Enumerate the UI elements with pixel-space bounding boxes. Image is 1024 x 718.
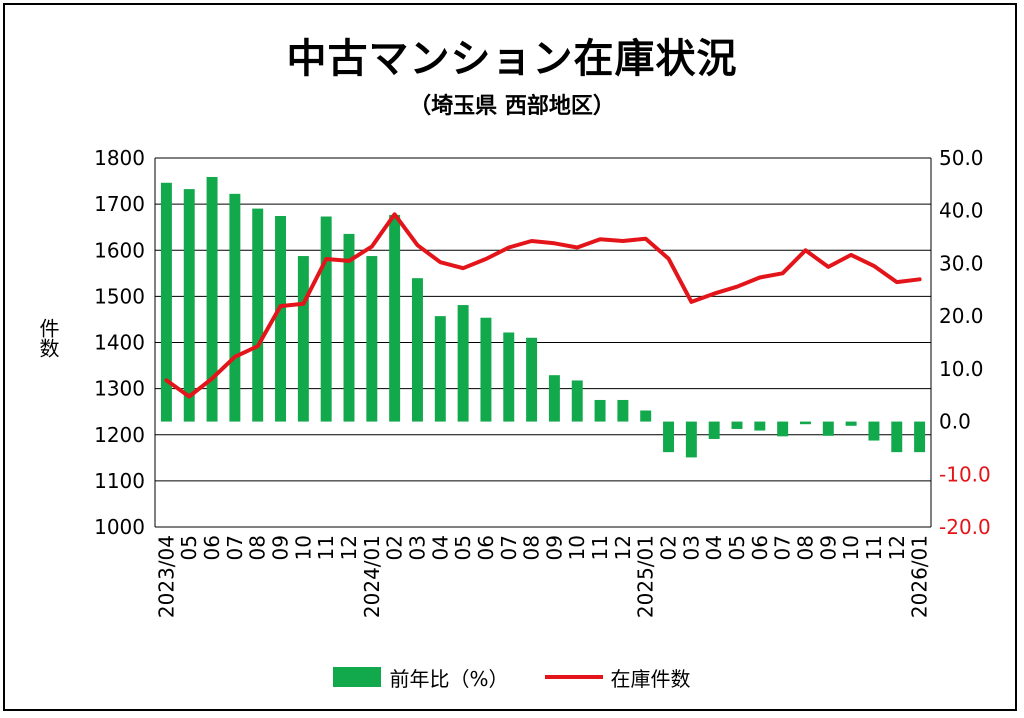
x-tick-label: 09: [269, 535, 293, 560]
x-tick-label: 07: [497, 535, 521, 560]
bar-yoy: [526, 337, 538, 422]
right-tick-label: 50.0: [939, 146, 984, 170]
bar-yoy: [685, 421, 697, 458]
x-tick-label: 05: [725, 535, 749, 560]
bar-yoy: [617, 399, 629, 422]
x-tick-label: 03: [679, 535, 703, 560]
x-tick-label: 04: [702, 535, 726, 560]
bar-yoy: [183, 189, 195, 422]
x-tick-label: 08: [246, 535, 270, 560]
x-tick-label: 10: [839, 535, 863, 560]
legend-label-inventory: 在庫件数: [610, 666, 691, 691]
bar-yoy: [503, 332, 515, 422]
x-tick-label: 04: [428, 535, 452, 560]
x-tick-label: 05: [451, 535, 475, 560]
left-tick-label: 1500: [94, 284, 145, 308]
left-tick-label: 1100: [94, 469, 145, 493]
bar-yoy: [663, 421, 675, 453]
x-tick-label: 2025/01: [634, 535, 658, 618]
x-tick-label: 05: [177, 535, 201, 560]
x-tick-label: 06: [200, 535, 224, 560]
right-tick-label: 0.0: [939, 410, 971, 434]
x-tick-label: 02: [383, 535, 407, 560]
x-tick-label: 11: [314, 535, 338, 560]
x-tick-label: 02: [657, 535, 681, 560]
x-tick-label: 2024/01: [360, 535, 384, 618]
legend-swatch-line: [544, 675, 603, 679]
bar-yoy: [434, 316, 446, 422]
x-tick-label: 11: [588, 535, 612, 560]
x-tick-label: 11: [862, 535, 886, 560]
x-tick-label: 09: [816, 535, 840, 560]
legend-swatch-bar: [333, 667, 382, 687]
x-tick-label: 10: [291, 535, 315, 560]
bar-yoy: [754, 421, 766, 431]
bar-yoy: [914, 421, 926, 453]
bar-yoy: [252, 208, 264, 422]
x-tick-label: 12: [611, 535, 635, 560]
bar-yoy: [160, 182, 172, 422]
bar-yoy: [389, 214, 401, 422]
x-tick-label: 12: [885, 535, 909, 560]
bar-yoy: [411, 278, 423, 422]
bar-yoy: [799, 421, 811, 425]
chart-subtitle: （埼玉県 西部地区）: [409, 94, 615, 119]
bar-yoy: [777, 421, 789, 437]
x-tick-label: 03: [405, 535, 429, 560]
bar-yoy: [845, 421, 857, 426]
bar-yoy: [731, 421, 743, 429]
x-tick-label: 12: [337, 535, 361, 560]
bar-yoy: [457, 305, 469, 422]
left-tick-label: 1000: [94, 515, 145, 539]
x-tick-label: 2023/04: [154, 535, 178, 618]
bar-yoy: [343, 233, 355, 422]
bar-yoy: [229, 193, 241, 422]
bar-yoy: [480, 317, 492, 422]
bar-yoy: [594, 399, 606, 422]
x-tick-label: 06: [474, 535, 498, 560]
chart-legend: 前年比（%） 在庫件数: [0, 662, 1024, 692]
x-tick-label: 07: [223, 535, 247, 560]
right-tick-label: -10.0: [939, 462, 991, 486]
line-inventory: [164, 212, 922, 399]
left-tick-label: 1800: [94, 146, 145, 170]
right-tick-label: 20.0: [939, 304, 984, 328]
legend-item-yoy: 前年比（%）: [333, 663, 509, 692]
left-tick-label: 1600: [94, 238, 145, 262]
bar-yoy: [822, 421, 834, 436]
bar-yoy: [320, 216, 332, 422]
bar-yoy: [548, 375, 560, 422]
bar-yoy: [571, 380, 583, 422]
right-tick-label: 30.0: [939, 251, 984, 275]
x-tick-label: 09: [542, 535, 566, 560]
right-tick-label: 40.0: [939, 199, 984, 223]
bar-yoy: [891, 421, 903, 453]
bar-yoy: [206, 176, 218, 422]
bar-yoy: [708, 421, 720, 439]
right-tick-label: 10.0: [939, 357, 984, 381]
left-axis-label: 件数: [36, 318, 60, 358]
x-tick-label: 06: [748, 535, 772, 560]
x-tick-label: 08: [793, 535, 817, 560]
left-tick-label: 1400: [94, 331, 145, 355]
bar-yoy: [868, 421, 880, 441]
x-tick-label: 07: [771, 535, 795, 560]
x-tick-label: 10: [565, 535, 589, 560]
legend-item-inventory: 在庫件数: [544, 663, 691, 692]
left-tick-label: 1200: [94, 423, 145, 447]
bar-yoy: [297, 256, 309, 422]
legend-label-yoy: 前年比（%）: [389, 666, 509, 691]
bar-yoy: [275, 215, 287, 422]
bar-yoy: [366, 256, 378, 422]
right-tick-label: -20.0: [939, 515, 991, 539]
chart-title: 中古マンション在庫状況: [286, 36, 738, 82]
bar-yoy: [640, 410, 652, 422]
x-tick-label: 08: [520, 535, 544, 560]
left-tick-label: 1700: [94, 192, 145, 216]
x-tick-label: 2026/01: [908, 535, 932, 618]
left-tick-label: 1300: [94, 377, 145, 401]
